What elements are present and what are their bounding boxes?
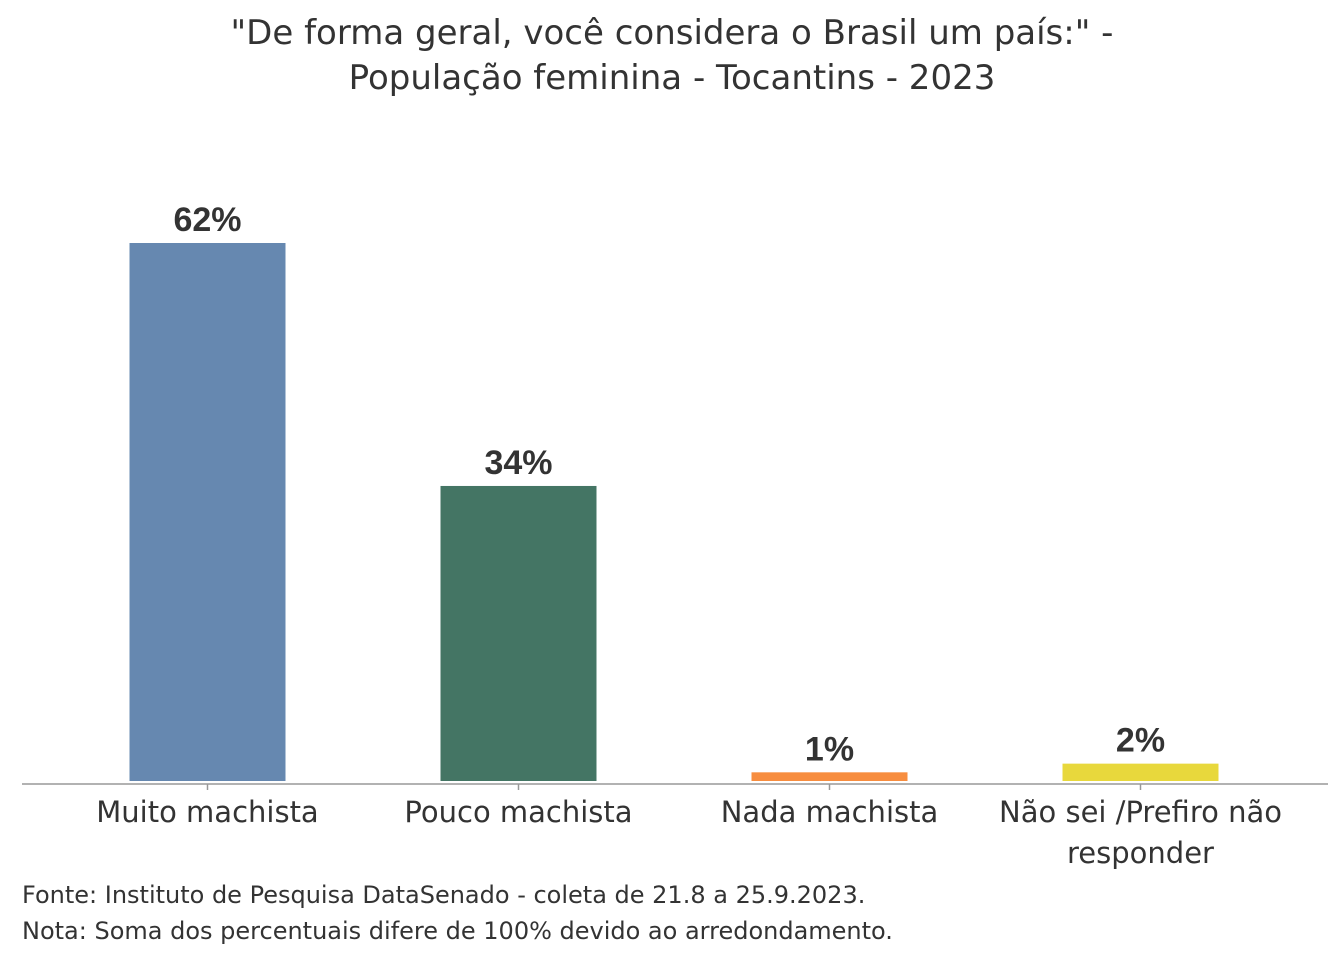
- category-label-4-line-2: responder: [1067, 836, 1214, 870]
- x-axis-ticks: [206, 784, 1142, 790]
- bars: [129, 243, 1219, 781]
- bar-3: [751, 772, 908, 781]
- rounding-note: Nota: Soma dos percentuais difere de 100…: [22, 917, 893, 945]
- value-label-1: 62%: [173, 201, 241, 239]
- category-labels: Muito machista Pouco machista Nada machist…: [96, 795, 1282, 870]
- chart-title-line-2: População feminina - Tocantins - 2023: [349, 58, 996, 98]
- category-label-2-line-1: Pouco machista: [404, 795, 632, 829]
- category-label-3-line-1: Nada machista: [721, 795, 939, 829]
- value-label-2: 34%: [484, 444, 552, 482]
- bar-4: [1062, 763, 1219, 781]
- chart-title: "De forma geral, você considera o Brasil…: [231, 13, 1114, 98]
- bar-2: [440, 485, 597, 781]
- source-note: Fonte: Instituto de Pesquisa DataSenado …: [22, 881, 865, 909]
- category-label-4-line-1: Não sei /Prefiro não: [999, 795, 1282, 829]
- value-label-3: 1%: [805, 730, 854, 768]
- chart-title-line-1: "De forma geral, você considera o Brasil…: [231, 13, 1114, 53]
- category-label-1-line-1: Muito machista: [96, 795, 318, 829]
- bar-1: [129, 243, 286, 781]
- value-label-4: 2%: [1116, 722, 1165, 760]
- value-labels: 62% 34% 1% 2%: [173, 201, 1165, 768]
